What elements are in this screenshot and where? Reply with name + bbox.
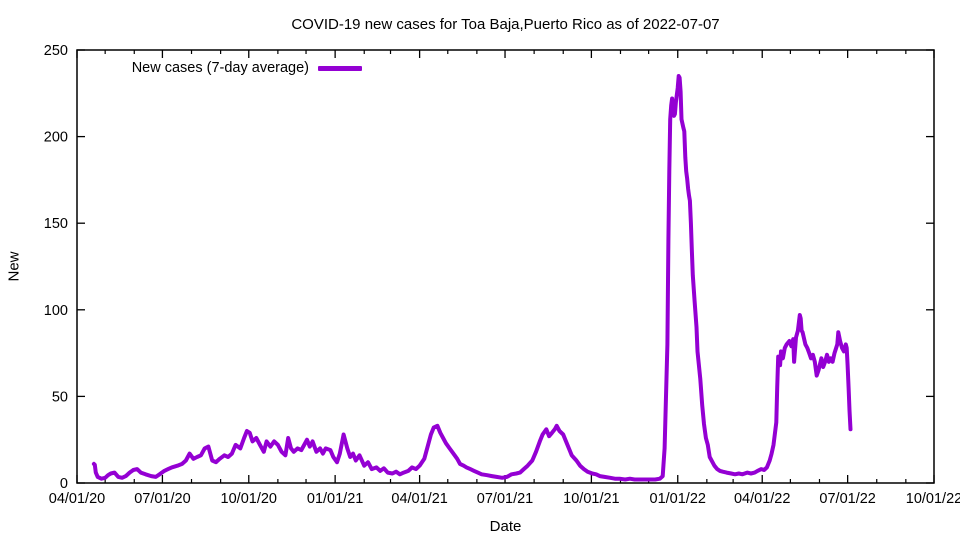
x-tick-label: 04/01/20 [49,491,105,507]
x-tick-label: 04/01/21 [391,491,447,507]
y-tick-label: 0 [60,476,68,492]
series-line [91,74,853,482]
legend-line-sample-icon [318,65,362,71]
x-tick-label: 01/01/21 [307,491,363,507]
legend: New cases (7-day average) [90,60,362,76]
x-tick-label: 01/01/22 [650,491,706,507]
y-tick-label: 250 [44,43,68,59]
y-tick-label: 100 [44,303,68,319]
x-tick-label: 07/01/21 [477,491,533,507]
y-tick-label: 150 [44,216,68,232]
x-tick-label: 10/01/22 [906,491,960,507]
y-axis-ticks: 0 50 100 150 200 250 [44,43,934,492]
x-axis-ticks: 04/01/20 07/01/20 10/01/20 01/01/21 04/01/21… [49,50,960,507]
x-axis-label: Date [489,518,522,535]
x-tick-label: 07/01/22 [819,491,875,507]
x-tick-label: 10/01/20 [221,491,277,507]
y-axis-label: New [5,251,23,282]
y-tick-label: 50 [52,389,68,405]
x-tick-label: 07/01/20 [134,491,190,507]
legend-series-label: New cases (7-day average) [131,60,309,76]
y-tick-label: 200 [44,130,68,146]
plot-border [76,49,935,484]
chart-title: COVID-19 new cases for Toa Baja,Puerto R… [291,16,720,33]
x-tick-label: 04/01/22 [734,491,790,507]
x-tick-label: 10/01/21 [563,491,619,507]
